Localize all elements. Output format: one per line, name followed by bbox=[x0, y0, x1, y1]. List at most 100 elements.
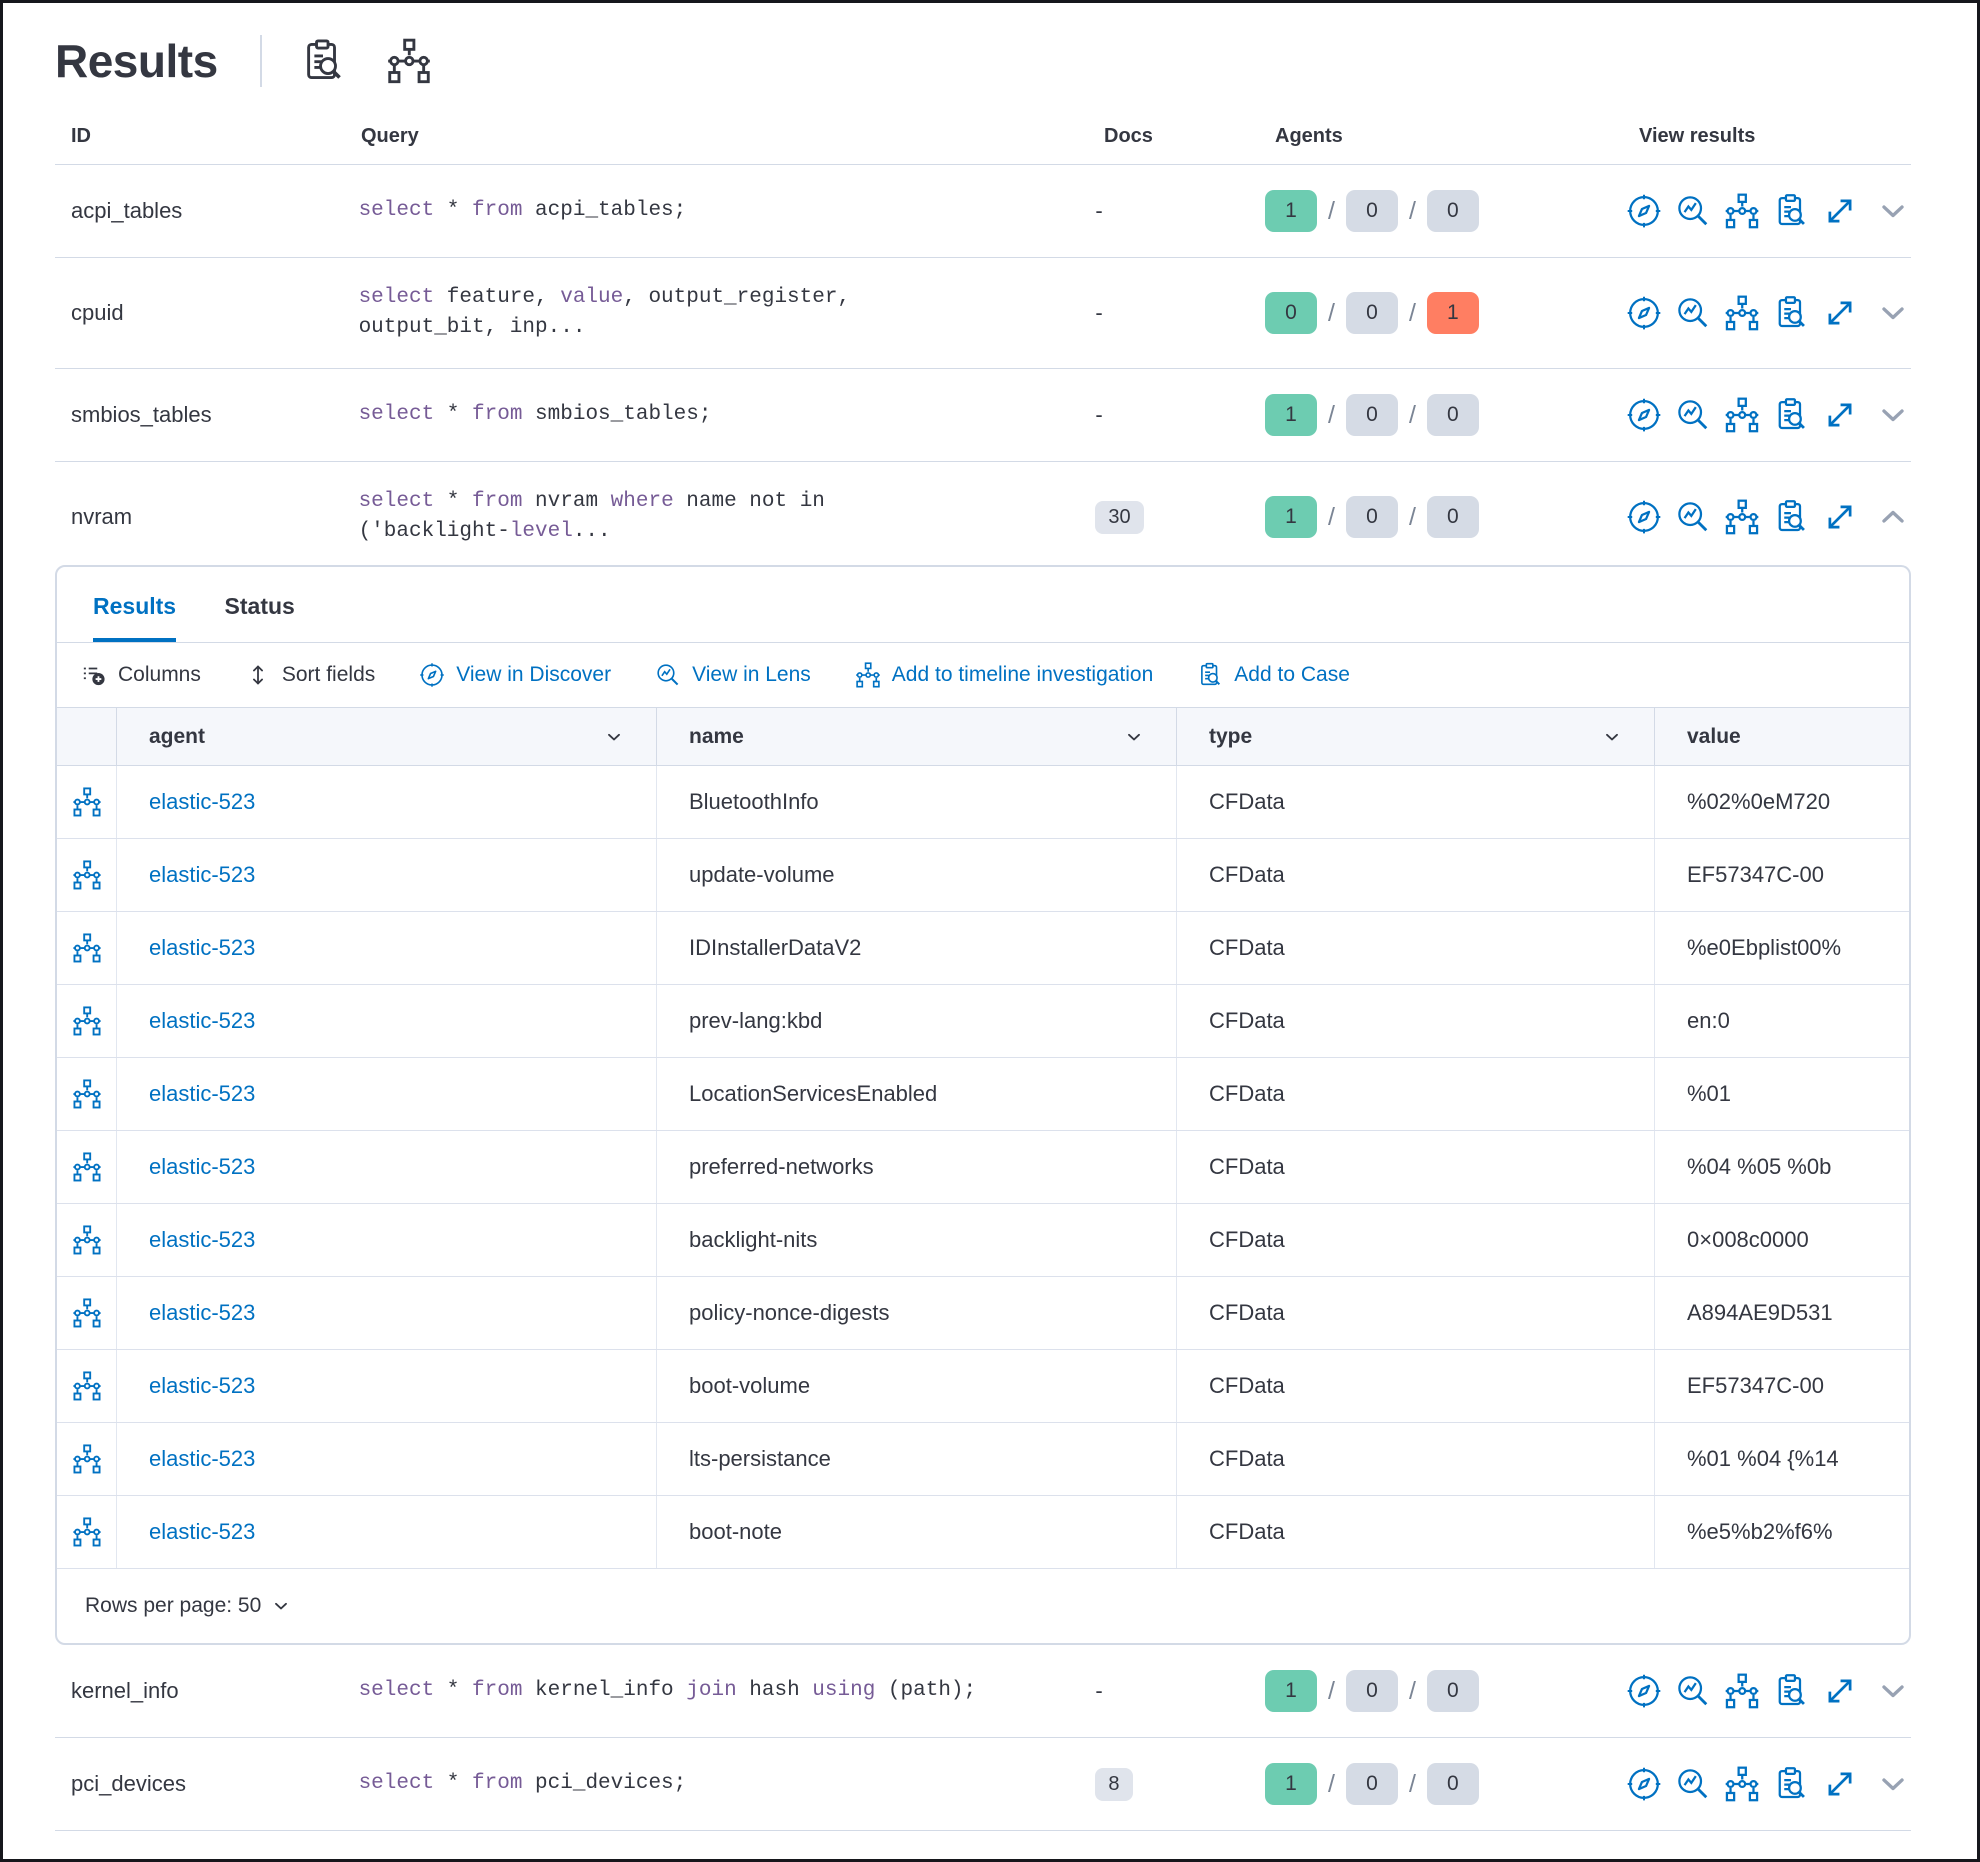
results-toolbar: Columns Sort fields View in Discover Vie… bbox=[57, 643, 1909, 708]
agent-link[interactable]: elastic-523 bbox=[149, 1154, 256, 1179]
chevron-down-icon[interactable] bbox=[1875, 397, 1911, 433]
column-header-docs: Docs bbox=[1104, 125, 1153, 147]
agents-status: 1 / 0 / 0 bbox=[1264, 496, 1618, 538]
expand-results-icon[interactable] bbox=[1822, 193, 1858, 229]
add-to-timeline-icon[interactable] bbox=[1724, 295, 1760, 331]
chevron-down-icon[interactable] bbox=[1875, 295, 1911, 331]
nvram-type: CFData bbox=[1177, 1496, 1655, 1568]
expand-results-icon[interactable] bbox=[1822, 499, 1858, 535]
view-in-discover-icon[interactable] bbox=[1626, 397, 1662, 433]
slash: / bbox=[1408, 298, 1416, 327]
view-in-lens-icon[interactable] bbox=[1675, 397, 1711, 433]
add-to-timeline-icon[interactable] bbox=[72, 933, 102, 963]
view-in-lens-icon[interactable] bbox=[1675, 193, 1711, 229]
view-in-lens-button[interactable]: View in Lens bbox=[655, 662, 811, 688]
agent-link[interactable]: elastic-523 bbox=[149, 1300, 256, 1325]
add-to-case-button[interactable]: Add to Case bbox=[1197, 662, 1350, 688]
view-in-discover-icon[interactable] bbox=[1626, 193, 1662, 229]
page-header: Results bbox=[3, 3, 1977, 89]
add-to-case-icon[interactable] bbox=[1773, 295, 1809, 331]
add-to-timeline-icon[interactable] bbox=[72, 1298, 102, 1328]
nvram-name: update-volume bbox=[657, 839, 1177, 911]
add-to-timeline-icon[interactable] bbox=[72, 1371, 102, 1401]
chevron-down-icon[interactable] bbox=[1602, 727, 1622, 747]
agent-link[interactable]: elastic-523 bbox=[149, 1446, 256, 1471]
chevron-down-icon[interactable] bbox=[1875, 193, 1911, 229]
agents-pending-badge: 0 bbox=[1345, 1670, 1398, 1712]
grid-column-agent[interactable]: agent bbox=[117, 708, 657, 765]
rows-per-page-button[interactable]: Rows per page: 50 bbox=[85, 1594, 291, 1618]
nvram-type: CFData bbox=[1177, 839, 1655, 911]
inspect-query-button[interactable] bbox=[300, 38, 346, 84]
grid-column-name[interactable]: name bbox=[657, 708, 1177, 765]
expand-results-icon[interactable] bbox=[1822, 1673, 1858, 1709]
add-to-case-icon[interactable] bbox=[1773, 1766, 1809, 1802]
agents-status: 1 / 0 / 0 bbox=[1264, 394, 1618, 436]
view-in-discover-icon[interactable] bbox=[1626, 1673, 1662, 1709]
add-to-timeline-icon[interactable] bbox=[72, 1225, 102, 1255]
nvram-type: CFData bbox=[1177, 912, 1655, 984]
results-grid-header: agent name type value bbox=[57, 708, 1909, 766]
view-in-discover-button[interactable]: View in Discover bbox=[419, 662, 611, 688]
agent-link[interactable]: elastic-523 bbox=[149, 1081, 256, 1106]
add-to-timeline-icon[interactable] bbox=[72, 787, 102, 817]
add-to-case-icon[interactable] bbox=[1773, 499, 1809, 535]
nvram-type: CFData bbox=[1177, 1131, 1655, 1203]
agent-link[interactable]: elastic-523 bbox=[149, 789, 256, 814]
view-in-lens-icon[interactable] bbox=[1675, 295, 1711, 331]
expand-results-icon[interactable] bbox=[1822, 295, 1858, 331]
agents-ok-badge: 1 bbox=[1264, 1763, 1317, 1805]
view-in-lens-icon[interactable] bbox=[1675, 1766, 1711, 1802]
chevron-down-icon[interactable] bbox=[1875, 1673, 1911, 1709]
chevron-up-icon[interactable] bbox=[1875, 499, 1911, 535]
add-to-timeline-button[interactable]: Add to timeline investigation bbox=[855, 662, 1153, 688]
chevron-down-icon[interactable] bbox=[1124, 727, 1144, 747]
docs-value: - bbox=[1095, 198, 1103, 223]
add-to-timeline-icon[interactable] bbox=[1724, 1673, 1760, 1709]
add-to-timeline-icon[interactable] bbox=[72, 1006, 102, 1036]
add-to-timeline-icon[interactable] bbox=[72, 860, 102, 890]
query-sql: select * from acpi_tables; bbox=[358, 199, 687, 222]
columns-button[interactable]: Columns bbox=[81, 662, 201, 688]
view-in-discover-icon[interactable] bbox=[1626, 499, 1662, 535]
view-in-lens-icon[interactable] bbox=[1675, 1673, 1711, 1709]
agent-link[interactable]: elastic-523 bbox=[149, 935, 256, 960]
column-header-agents: Agents bbox=[1275, 125, 1343, 147]
add-to-timeline-icon[interactable] bbox=[72, 1152, 102, 1182]
agent-link[interactable]: elastic-523 bbox=[149, 1008, 256, 1033]
live-query-details-button[interactable] bbox=[386, 38, 432, 84]
agent-link[interactable]: elastic-523 bbox=[149, 1373, 256, 1398]
sort-fields-button[interactable]: Sort fields bbox=[245, 662, 375, 688]
page-title: Results bbox=[55, 35, 218, 87]
view-in-discover-icon[interactable] bbox=[1626, 295, 1662, 331]
add-to-timeline-icon[interactable] bbox=[72, 1079, 102, 1109]
add-to-case-icon[interactable] bbox=[1773, 193, 1809, 229]
grid-column-value[interactable]: value bbox=[1687, 724, 1741, 748]
docs-count-badge: 8 bbox=[1095, 1767, 1133, 1801]
nvram-value: %01 bbox=[1687, 1081, 1732, 1106]
expand-results-icon[interactable] bbox=[1822, 1766, 1858, 1802]
agent-link[interactable]: elastic-523 bbox=[149, 1227, 256, 1252]
chevron-down-icon[interactable] bbox=[1875, 1766, 1911, 1802]
view-in-lens-icon[interactable] bbox=[1675, 499, 1711, 535]
agent-link[interactable]: elastic-523 bbox=[149, 1519, 256, 1544]
add-to-timeline-icon[interactable] bbox=[1724, 397, 1760, 433]
add-to-timeline-icon[interactable] bbox=[1724, 193, 1760, 229]
agents-failed-badge: 1 bbox=[1426, 292, 1479, 334]
add-to-timeline-icon[interactable] bbox=[72, 1517, 102, 1547]
query-sql: select * from kernel_info join hash usin… bbox=[358, 1679, 977, 1702]
column-header-query: Query bbox=[361, 125, 419, 147]
add-to-timeline-icon[interactable] bbox=[1724, 1766, 1760, 1802]
add-to-timeline-icon[interactable] bbox=[72, 1444, 102, 1474]
add-to-case-icon[interactable] bbox=[1773, 397, 1809, 433]
view-in-discover-icon[interactable] bbox=[1626, 1766, 1662, 1802]
grid-column-type[interactable]: type bbox=[1177, 708, 1655, 765]
agent-link[interactable]: elastic-523 bbox=[149, 862, 256, 887]
tab-results[interactable]: Results bbox=[93, 593, 177, 642]
tab-status[interactable]: Status bbox=[224, 593, 295, 619]
expand-results-icon[interactable] bbox=[1822, 397, 1858, 433]
table-row: elastic-523 boot-note CFData %e5%b2%f6% bbox=[57, 1496, 1909, 1569]
add-to-case-icon[interactable] bbox=[1773, 1673, 1809, 1709]
chevron-down-icon[interactable] bbox=[604, 727, 624, 747]
add-to-timeline-icon[interactable] bbox=[1724, 499, 1760, 535]
